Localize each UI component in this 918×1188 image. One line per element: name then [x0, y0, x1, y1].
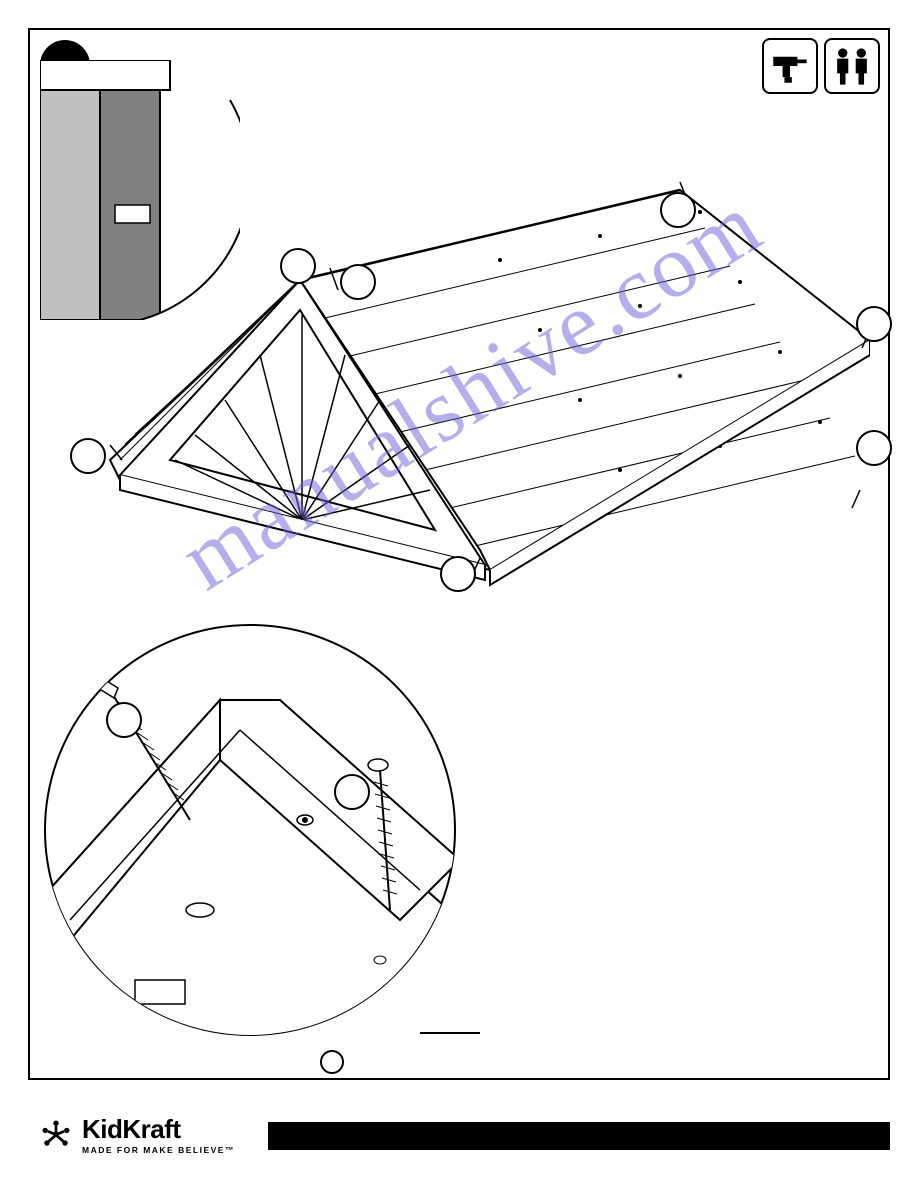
drill-icon-box — [762, 38, 818, 94]
logo-brand: KidKraft — [82, 1114, 235, 1145]
callout-circle — [106, 702, 142, 738]
logo-tagline: MADE FOR MAKE BELIEVE™ — [82, 1145, 235, 1155]
callout-circle — [334, 774, 370, 810]
callout-circle — [340, 264, 376, 300]
logo-box: KidKraft MADE FOR MAKE BELIEVE™ — [28, 1102, 268, 1166]
callout-circle — [856, 306, 892, 342]
kidkraft-logo-icon — [38, 1116, 74, 1152]
two-people-icon — [826, 40, 878, 92]
hardware-circle — [320, 1050, 344, 1074]
detail-circle-bottom — [40, 620, 460, 1040]
drill-icon — [764, 40, 816, 92]
callout-circle — [856, 430, 892, 466]
callout-circle — [440, 556, 476, 592]
callout-circle — [280, 248, 316, 284]
callout-circle — [70, 438, 106, 474]
hardware-box — [28, 1028, 890, 1080]
callout-circle — [660, 192, 696, 228]
people-icon-box — [824, 38, 880, 94]
hardware-line — [420, 1032, 480, 1034]
